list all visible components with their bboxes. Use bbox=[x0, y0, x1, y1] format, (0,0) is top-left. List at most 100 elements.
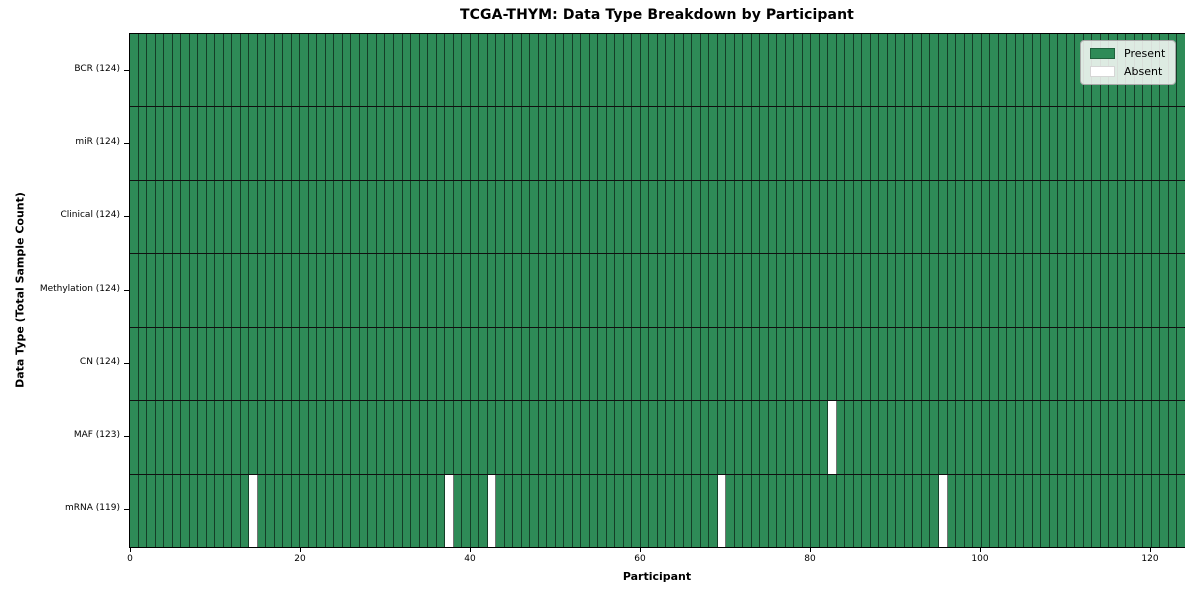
heatmap-cell-present bbox=[428, 180, 437, 254]
heatmap-cell-present bbox=[921, 107, 931, 180]
heatmap-cell-present bbox=[1134, 254, 1144, 327]
heatmap-cell-present bbox=[904, 107, 914, 180]
heatmap-cell-present bbox=[845, 474, 854, 547]
heatmap-cell-present bbox=[223, 107, 233, 180]
heatmap-cell-present bbox=[1024, 180, 1033, 254]
heatmap-cell-present bbox=[342, 401, 352, 474]
heatmap-cell-present bbox=[300, 34, 309, 107]
heatmap-cell-present bbox=[496, 107, 505, 180]
heatmap-cell-present bbox=[981, 474, 991, 547]
heatmap-cell-present bbox=[266, 474, 275, 547]
heatmap-cell-present bbox=[283, 254, 292, 327]
heatmap-cell-present bbox=[743, 474, 752, 547]
heatmap-cell-present bbox=[521, 401, 531, 474]
heatmap-cell-present bbox=[623, 474, 633, 547]
heatmap-cell-present bbox=[743, 401, 752, 474]
heatmap-cell-present bbox=[462, 254, 471, 327]
heatmap-cell-present bbox=[240, 401, 250, 474]
heatmap-cell-present bbox=[164, 34, 173, 107]
heatmap-cell-present bbox=[1160, 401, 1169, 474]
heatmap-cell-present bbox=[215, 180, 224, 254]
heatmap-cell-present bbox=[981, 34, 991, 107]
heatmap-cell-present bbox=[606, 474, 616, 547]
heatmap-cell-present bbox=[938, 107, 948, 180]
heatmap-cell-present bbox=[640, 474, 650, 547]
heatmap-cell-present bbox=[1049, 254, 1059, 327]
heatmap-cell-present bbox=[862, 180, 871, 254]
heatmap-cell-present bbox=[487, 107, 497, 180]
heatmap-cell-present bbox=[675, 107, 684, 180]
heatmap-cell-present bbox=[904, 254, 914, 327]
heatmap-cell-present bbox=[393, 254, 403, 327]
heatmap-cell-present bbox=[206, 34, 216, 107]
heatmap-cell-present bbox=[487, 401, 497, 474]
heatmap-cell-present bbox=[785, 107, 795, 180]
heatmap-cell-present bbox=[1015, 180, 1025, 254]
heatmap-cell-present bbox=[956, 474, 965, 547]
heatmap-cell-present bbox=[581, 107, 590, 180]
heatmap-cell-present bbox=[836, 180, 846, 254]
heatmap-cell-present bbox=[130, 254, 139, 327]
heatmap-cell-present bbox=[206, 474, 216, 547]
heatmap-cell-present bbox=[956, 180, 965, 254]
heatmap-cell-present bbox=[606, 327, 616, 401]
heatmap-cell-present bbox=[283, 401, 292, 474]
heatmap-cell-present bbox=[692, 34, 701, 107]
heatmap-cell-present bbox=[342, 327, 352, 401]
heatmap-cell-present bbox=[700, 327, 710, 401]
heatmap-cell-present bbox=[393, 327, 403, 401]
heatmap-cell-present bbox=[1024, 401, 1033, 474]
heatmap-cell-present bbox=[223, 474, 233, 547]
heatmap-cell-present bbox=[317, 180, 326, 254]
heatmap-cell-present bbox=[990, 327, 999, 401]
heatmap-cell-present bbox=[521, 180, 531, 254]
heatmap-cell-present bbox=[334, 180, 343, 254]
heatmap-cell-present bbox=[376, 34, 386, 107]
heatmap-cell-present bbox=[155, 254, 165, 327]
heatmap-cell-present bbox=[964, 180, 974, 254]
heatmap-cell-present bbox=[657, 180, 667, 254]
heatmap-cell-present bbox=[589, 254, 599, 327]
heatmap-cell-present bbox=[342, 34, 352, 107]
heatmap-cell-present bbox=[845, 401, 854, 474]
heatmap-cell-present bbox=[300, 254, 309, 327]
heatmap-cell-present bbox=[734, 327, 744, 401]
heatmap-cell-present bbox=[896, 474, 905, 547]
heatmap-cell-present bbox=[794, 474, 803, 547]
heatmap-cell-present bbox=[572, 34, 582, 107]
heatmap-cell-present bbox=[215, 107, 224, 180]
heatmap-cell-present bbox=[547, 180, 556, 254]
heatmap-cell-present bbox=[794, 327, 803, 401]
heatmap-cell-present bbox=[956, 401, 965, 474]
heatmap-cell-present bbox=[138, 34, 148, 107]
heatmap-cell-present bbox=[879, 34, 888, 107]
heatmap-cell-present bbox=[649, 34, 658, 107]
heatmap-cell-present bbox=[1032, 327, 1042, 401]
heatmap-cell-present bbox=[393, 107, 403, 180]
heatmap-cell-present bbox=[1177, 474, 1185, 547]
heatmap-cell-present bbox=[1109, 401, 1118, 474]
heatmap-cell-present bbox=[589, 34, 599, 107]
heatmap-cell-present bbox=[751, 107, 761, 180]
heatmap-cell-present bbox=[581, 180, 590, 254]
heatmap-cell-present bbox=[411, 107, 420, 180]
heatmap-cell-present bbox=[436, 474, 446, 547]
heatmap-cell-present bbox=[504, 401, 514, 474]
heatmap-cell-present bbox=[283, 474, 292, 547]
heatmap-cell-present bbox=[453, 107, 463, 180]
heatmap-cell-present bbox=[981, 254, 991, 327]
heatmap-cell-present bbox=[862, 474, 871, 547]
heatmap-cell-present bbox=[1151, 327, 1161, 401]
heatmap-cell-present bbox=[811, 180, 820, 254]
heatmap-cell-present bbox=[1117, 107, 1127, 180]
heatmap-cell-present bbox=[402, 107, 412, 180]
heatmap-cell-present bbox=[913, 474, 922, 547]
heatmap-cell-present bbox=[1109, 180, 1118, 254]
heatmap-cell-present bbox=[402, 34, 412, 107]
heatmap-cell-present bbox=[538, 401, 548, 474]
heatmap-cell-present bbox=[666, 107, 675, 180]
heatmap-cell-present bbox=[530, 474, 539, 547]
heatmap-cell-present bbox=[683, 474, 693, 547]
heatmap-cell-present bbox=[845, 107, 854, 180]
heatmap-row-bcr bbox=[130, 34, 1185, 108]
